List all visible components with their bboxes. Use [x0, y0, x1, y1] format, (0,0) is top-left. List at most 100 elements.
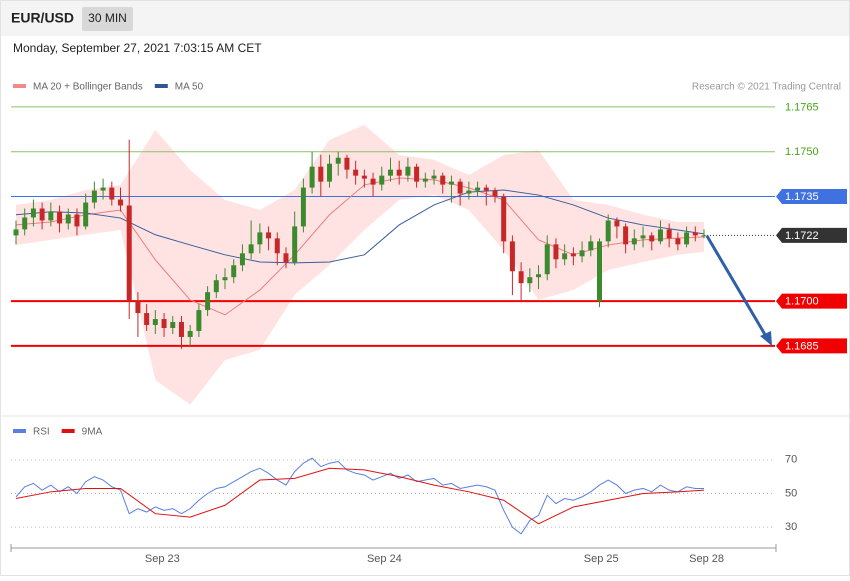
candle-body — [283, 253, 289, 263]
level-label: 1.1735 — [785, 191, 819, 203]
candle-body — [318, 166, 324, 182]
candle-body — [370, 178, 376, 185]
candle-body — [387, 169, 393, 176]
candle-body — [100, 187, 106, 191]
legend-label: MA 20 + Bollinger Bands — [33, 82, 143, 93]
legend-label: 9MA — [82, 427, 103, 438]
candle-body — [544, 244, 550, 275]
candle-body — [126, 205, 132, 302]
legend-swatch — [61, 429, 75, 433]
x-tick-label: Sep 23 — [145, 553, 180, 565]
candle-body — [239, 253, 245, 266]
candle-body — [501, 196, 507, 242]
candle-body — [222, 277, 228, 281]
moving-average — [15, 189, 705, 264]
candle-body — [231, 265, 237, 278]
candle-body — [379, 175, 385, 185]
candle-body — [405, 166, 411, 176]
candle-body — [361, 175, 367, 179]
level-label: 1.1750 — [785, 146, 819, 158]
candle-body — [422, 178, 428, 182]
timeframe[interactable]: 30 MIN — [88, 11, 127, 25]
candle-body — [213, 280, 219, 293]
candle-body — [440, 175, 446, 185]
level-label-box — [776, 227, 847, 243]
candle-body — [570, 253, 576, 257]
candle-body — [205, 292, 211, 311]
candle-body — [335, 157, 341, 164]
candle-body — [57, 211, 63, 224]
level-label: 1.1700 — [785, 296, 819, 308]
candle-body — [605, 220, 611, 242]
candle-body — [266, 232, 272, 239]
candle-body — [65, 214, 71, 224]
rsi-panel: RSI 9MA 30 50 70 Sep 23 Sep 24 Sep 25 Sep 28 — [11, 427, 797, 565]
candle-body — [274, 238, 280, 254]
candle-body — [414, 166, 420, 182]
source-credit: Research © 2021 Trading Central — [692, 82, 841, 93]
timeframe-pill[interactable] — [82, 7, 133, 31]
y-tick-label: 30 — [785, 521, 797, 533]
candle-body — [640, 235, 646, 239]
candle-body — [692, 232, 698, 236]
candle-body — [74, 214, 80, 227]
candle-body — [309, 166, 315, 188]
candle-body — [475, 187, 481, 191]
candle-body — [666, 229, 672, 239]
y-tick-label: 70 — [785, 454, 797, 466]
symbol: EUR/USD — [11, 10, 74, 26]
candle-body — [518, 271, 524, 284]
candle-body — [466, 190, 472, 194]
candle-body — [300, 187, 306, 227]
indicator-line — [15, 457, 704, 535]
candle-body — [623, 226, 629, 245]
level-label: 1.1722 — [785, 230, 819, 242]
x-tick-label: Sep 25 — [584, 553, 619, 565]
level-label-box — [776, 189, 847, 205]
candle-body — [492, 190, 498, 197]
candle-body — [118, 199, 124, 206]
candle-body — [327, 163, 333, 182]
candle-body — [30, 208, 36, 218]
candle-body — [13, 229, 19, 236]
candle-body — [22, 217, 28, 230]
candle-body — [588, 241, 594, 251]
candle-body — [675, 238, 681, 245]
x-tick-label: Sep 24 — [367, 553, 402, 565]
legend-swatch — [13, 429, 26, 433]
candle-body — [553, 244, 559, 260]
candle-body — [562, 253, 568, 260]
candle-body — [83, 202, 89, 227]
forecast-arrow — [705, 235, 769, 339]
candle-body — [344, 157, 350, 170]
legend-label: RSI — [33, 427, 50, 438]
level-label: 1.1685 — [785, 340, 819, 352]
candle-body — [39, 208, 45, 221]
x-tick-label: Sep 28 — [689, 553, 724, 565]
candle-body — [353, 169, 359, 176]
legend-swatch — [13, 84, 26, 88]
candle-body — [109, 187, 115, 200]
candle-body — [448, 181, 454, 185]
candle-body — [657, 229, 663, 242]
price-panel: MA 20 + Bollinger Bands MA 50 Research © 2… — [11, 82, 847, 405]
candle-body — [144, 313, 150, 326]
candle-body — [187, 330, 193, 337]
candle-body — [527, 277, 533, 284]
indicator-line — [15, 467, 705, 525]
candle-body — [178, 322, 184, 337]
candle-body — [509, 241, 515, 272]
candle-body — [649, 235, 655, 242]
candle-body — [257, 232, 263, 245]
candle-body — [579, 250, 585, 257]
candle-body — [91, 190, 97, 203]
candle-body — [161, 319, 167, 328]
forecast-arrowhead — [760, 331, 772, 346]
header-bar — [1, 1, 849, 36]
candle-body — [248, 244, 254, 254]
level-label: 1.1765 — [785, 101, 819, 113]
candle-body — [152, 319, 158, 326]
candle-body — [292, 226, 298, 263]
candle-body — [536, 274, 542, 278]
